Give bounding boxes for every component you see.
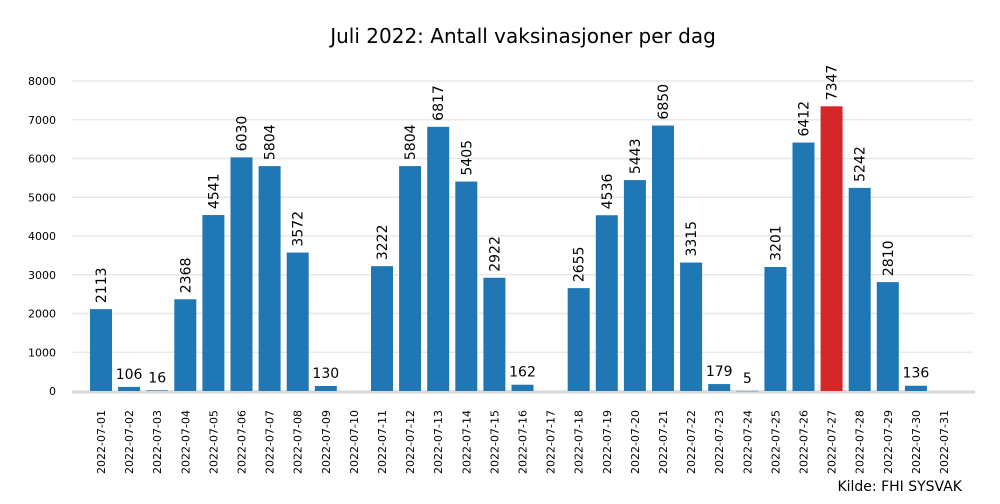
x-tick-label: 2022-07-16 xyxy=(517,410,530,474)
x-tick-label: 2022-07-05 xyxy=(207,410,220,474)
x-tick-label: 2022-07-21 xyxy=(657,410,670,474)
bar xyxy=(764,266,787,391)
data-label: 6030 xyxy=(235,116,251,152)
x-tick-label: 2022-07-30 xyxy=(910,410,923,474)
x-tick-label: 2022-07-19 xyxy=(601,410,614,474)
y-tick-label: 3000 xyxy=(28,269,56,282)
x-tick-label: 2022-07-09 xyxy=(320,410,333,474)
data-label: 5242 xyxy=(853,146,869,182)
data-label: 6412 xyxy=(797,101,813,137)
y-tick-label: 4000 xyxy=(28,230,56,243)
x-tick-label: 2022-07-10 xyxy=(348,410,361,474)
bar xyxy=(455,181,478,391)
data-label: 2113 xyxy=(94,267,110,303)
x-tick-label: 2022-07-26 xyxy=(798,410,811,474)
data-label: 6850 xyxy=(656,84,672,120)
data-label: 130 xyxy=(312,366,339,382)
x-tick-label: 2022-07-18 xyxy=(573,410,586,474)
x-tick-label: 2022-07-01 xyxy=(95,410,108,474)
bar xyxy=(314,385,337,391)
y-tick-label: 2000 xyxy=(28,308,56,321)
data-label: 5405 xyxy=(459,140,475,176)
data-label: 5804 xyxy=(403,124,419,160)
x-tick-label: 2022-07-25 xyxy=(769,410,782,474)
bar xyxy=(427,126,450,391)
data-label: 16 xyxy=(148,370,166,386)
bar xyxy=(623,180,646,391)
data-label: 106 xyxy=(116,367,143,383)
bar xyxy=(399,166,422,391)
data-label: 136 xyxy=(903,366,930,382)
data-label: 6817 xyxy=(431,85,447,121)
bar xyxy=(371,266,393,391)
bar xyxy=(567,288,590,391)
data-label: 7347 xyxy=(825,65,841,101)
data-label: 2368 xyxy=(178,258,194,294)
x-tick-label: 2022-07-08 xyxy=(292,410,305,474)
y-tick-label: 7000 xyxy=(28,114,56,127)
bar xyxy=(146,390,169,391)
x-tick-label: 2022-07-11 xyxy=(376,410,389,474)
data-label: 2655 xyxy=(572,246,588,282)
data-label: 162 xyxy=(509,365,536,381)
x-tick-label: 2022-07-22 xyxy=(685,410,698,474)
bar xyxy=(792,142,815,391)
bar xyxy=(848,187,871,391)
x-tick-label: 2022-07-14 xyxy=(460,410,473,474)
bar xyxy=(680,262,703,391)
bar xyxy=(483,277,506,391)
bar xyxy=(736,390,759,392)
x-tick-label: 2022-07-23 xyxy=(713,410,726,474)
y-tick-label: 8000 xyxy=(28,75,56,88)
bar xyxy=(202,215,225,391)
y-tick-label: 5000 xyxy=(28,191,56,204)
bar xyxy=(286,252,309,391)
data-label: 5 xyxy=(743,371,752,387)
x-tick-label: 2022-07-13 xyxy=(432,410,445,474)
data-label: 5443 xyxy=(628,138,644,174)
x-tick-label: 2022-07-06 xyxy=(236,410,249,474)
bar xyxy=(230,157,253,391)
data-label: 3315 xyxy=(684,221,700,257)
bar xyxy=(820,106,843,392)
bar xyxy=(174,299,197,391)
x-tick-label: 2022-07-12 xyxy=(404,410,417,474)
y-tick-label: 0 xyxy=(49,385,56,398)
x-tick-label: 2022-07-17 xyxy=(545,410,558,474)
data-label: 4541 xyxy=(206,173,222,209)
x-tick-label: 2022-07-07 xyxy=(264,410,277,474)
bar xyxy=(258,166,281,391)
data-label: 3201 xyxy=(768,225,784,261)
data-label: 179 xyxy=(706,364,733,380)
data-label: 2810 xyxy=(881,240,897,276)
bar xyxy=(118,386,141,391)
y-tick-label: 1000 xyxy=(28,346,56,359)
x-tick-label: 2022-07-20 xyxy=(629,410,642,474)
data-label: 3222 xyxy=(375,225,391,261)
bar xyxy=(876,282,899,391)
bar xyxy=(511,384,534,391)
x-tick-label: 2022-07-31 xyxy=(938,410,951,474)
source-note: Kilde: FHI SYSVAK xyxy=(837,479,962,495)
x-tick-label: 2022-07-27 xyxy=(826,410,839,474)
data-label: 3572 xyxy=(291,211,307,247)
bar xyxy=(90,309,112,391)
chart-title: Juli 2022: Antall vaksinasjoner per dag xyxy=(328,24,716,48)
bar xyxy=(708,384,731,391)
data-label: 4536 xyxy=(600,174,616,210)
y-tick-label: 6000 xyxy=(28,153,56,166)
bar xyxy=(595,215,618,391)
x-tick-label: 2022-07-15 xyxy=(488,410,501,474)
bar xyxy=(652,125,674,391)
x-tick-label: 2022-07-24 xyxy=(741,410,754,474)
x-tick-label: 2022-07-29 xyxy=(882,410,895,474)
x-tick-label: 2022-07-04 xyxy=(179,410,192,474)
data-label: 2922 xyxy=(487,236,503,272)
x-tick-label: 2022-07-28 xyxy=(854,410,867,474)
x-tick-label: 2022-07-03 xyxy=(151,410,164,474)
x-tick-label: 2022-07-02 xyxy=(123,410,136,474)
bar xyxy=(904,385,927,391)
data-label: 5804 xyxy=(263,124,279,160)
